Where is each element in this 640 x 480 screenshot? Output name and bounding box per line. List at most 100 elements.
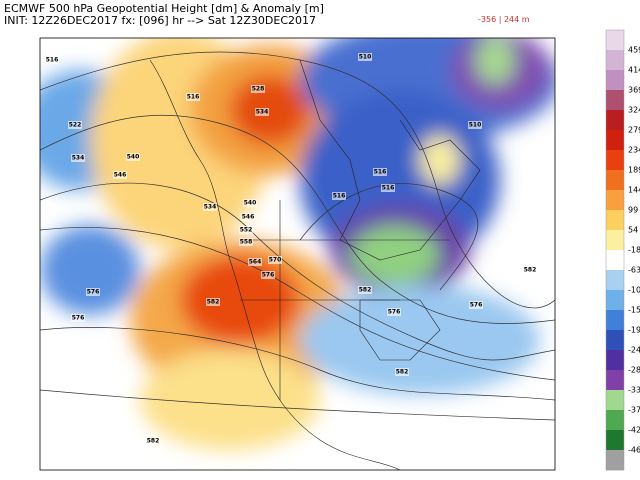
colorbar-segment (606, 170, 624, 191)
contour-label-bg (243, 199, 257, 207)
contour-label-bg (239, 238, 253, 246)
title: ECMWF 500 hPa Geopotential Height [dm] &… (4, 2, 324, 15)
contour-label: 510 (359, 54, 372, 61)
contour-label-bg (251, 85, 265, 93)
coastlines (149, 59, 481, 470)
contour-label: 576 (262, 272, 275, 279)
colorbar-segment (606, 450, 624, 471)
colorbar-frame (605, 29, 625, 471)
contour-label-bg (203, 203, 217, 211)
colorbar-label: 369 (628, 86, 640, 95)
contour-label-bg (206, 298, 220, 306)
contour-label: 516 (382, 185, 395, 192)
contour-label: 582 (359, 287, 372, 294)
contour-label: 582 (524, 267, 537, 274)
colorbar-segment (606, 150, 624, 171)
colorbar-label: -63 (628, 266, 640, 275)
contour-label: 540 (127, 154, 140, 161)
contour-label: 546 (242, 214, 255, 221)
contour-label-bg (381, 184, 395, 192)
colorbar-label: -108 (628, 286, 640, 295)
contour-label: 576 (87, 289, 100, 296)
contour-label-bg (332, 192, 346, 200)
colorbar-label: 279 (628, 126, 640, 135)
contour-label-bg (261, 271, 275, 279)
contour-label: 534 (204, 204, 217, 211)
contour-label-bg (186, 93, 200, 101)
contour-label: 576 (470, 302, 483, 309)
contour-label-bg (68, 121, 82, 129)
contour-label: 576 (388, 309, 401, 316)
contour-label-bg (71, 154, 85, 162)
contour-label: 534 (72, 155, 85, 162)
contour-label-bg (45, 56, 59, 64)
contour-label: 564 (249, 259, 262, 266)
colorbar-label: -198 (628, 326, 640, 335)
contour-label-bg (248, 258, 262, 266)
colorbar-label: -468 (628, 446, 640, 455)
contour-label-bg (469, 301, 483, 309)
contour-label: 516 (374, 169, 387, 176)
contour-label-bg (523, 266, 537, 274)
colorbar-label: 144 (628, 186, 640, 195)
colorbar-label: -333 (628, 386, 640, 395)
colorbar-segment (606, 310, 624, 331)
colorbar-segment (606, 230, 624, 251)
colorbar-segment (606, 210, 624, 231)
contour-label-bg (358, 286, 372, 294)
contour-label: 516 (46, 57, 59, 64)
contour-label-bg (468, 121, 482, 129)
contour-label: 582 (207, 299, 220, 306)
colorbar-segment (606, 90, 624, 111)
contour-label: 552 (240, 227, 253, 234)
colorbar-segment (606, 350, 624, 371)
colorbar-label: 459 (628, 46, 640, 55)
contour-label: 582 (147, 438, 160, 445)
contour-label-bg (268, 256, 282, 264)
contour-label: 570 (269, 257, 282, 264)
anomaly-field (40, 38, 555, 450)
map-frame (39, 37, 556, 471)
colorbar-label: -378 (628, 406, 640, 415)
init-line: INIT: 12Z26DEC2017 fx: [096] hr --> Sat … (4, 14, 316, 27)
colorbar-segment (606, 50, 624, 71)
contour-label-bg (255, 108, 269, 116)
contour-label: 510 (469, 122, 482, 129)
contour-label: 528 (252, 86, 265, 93)
contour-label: 546 (114, 172, 127, 179)
colorbar-segment (606, 110, 624, 131)
colorbar-label: 99 (628, 206, 638, 215)
contour-label-bg (395, 368, 409, 376)
colorbar-label: -18 (628, 246, 640, 255)
colorbar-label: -288 (628, 366, 640, 375)
colorbar-label: 189 (628, 166, 640, 175)
contour-label: 558 (240, 239, 253, 246)
contour-label: 534 (256, 109, 269, 116)
colorbar-segment (606, 330, 624, 351)
contour-label: 582 (396, 369, 409, 376)
contour-label: 576 (72, 315, 85, 322)
contour-label-bg (71, 314, 85, 322)
colorbar-segment (606, 70, 624, 91)
map: 516 522 534 540 546 516 528 534 510 516 534 540 546 5… (40, 38, 555, 470)
contour-label: 540 (244, 200, 257, 207)
colorbar-segment (606, 190, 624, 211)
contour-label-bg (113, 171, 127, 179)
range: -356 | 244 m (478, 15, 530, 24)
height-contours (40, 51, 555, 421)
colorbar-segment (606, 30, 624, 51)
contour-label-bg (86, 288, 100, 296)
colorbar-segment (606, 390, 624, 411)
colorbar-segment (606, 250, 624, 271)
contour-label: 516 (333, 193, 346, 200)
contour-label-bg (146, 437, 160, 445)
colorbar-label: 324 (628, 106, 640, 115)
colorbar-segment (606, 290, 624, 311)
colorbar-segment (606, 370, 624, 391)
contour-label-bg (373, 168, 387, 176)
colorbar-label: 54 (628, 226, 638, 235)
colorbar-segment (606, 130, 624, 151)
colorbar-label: 414 (628, 66, 640, 75)
colorbar-label: 234 (628, 146, 640, 155)
